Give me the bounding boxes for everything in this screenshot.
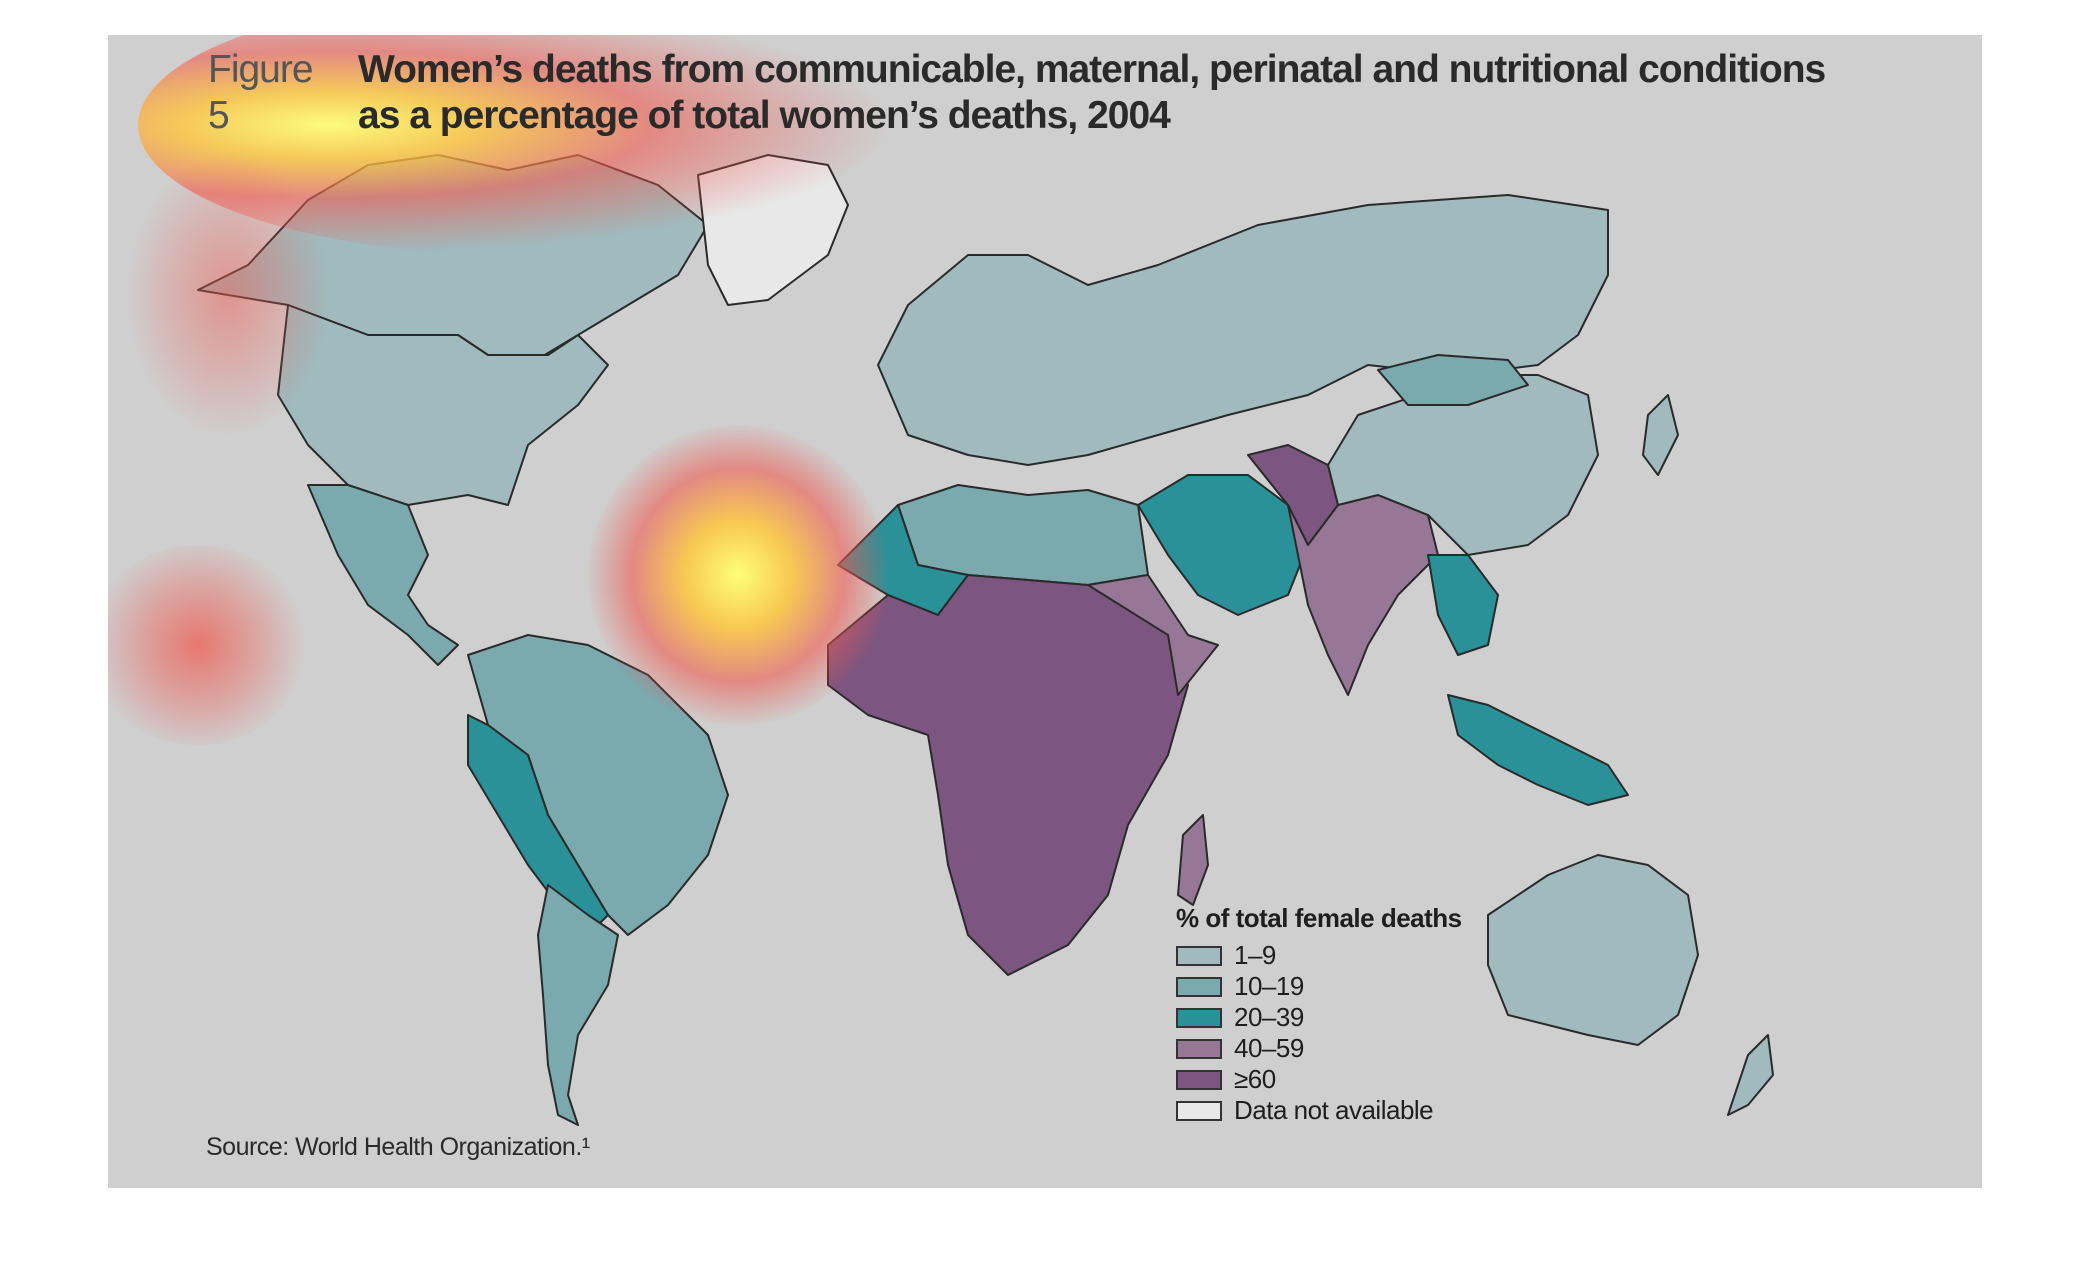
- title-line-1: Women’s deaths from communicable, matern…: [358, 48, 1826, 91]
- map-panel: Figure 5 Women’s deaths from communicabl…: [108, 35, 1982, 1188]
- legend: % of total female deaths 1–9 10–19 20–39 40…: [1176, 903, 1462, 1126]
- legend-swatch: [1176, 1100, 1222, 1121]
- legend-item: 10–19: [1176, 971, 1462, 1002]
- region-sub-saharan-africa: [827, 574, 1189, 976]
- region-new-zealand: [1727, 1034, 1774, 1116]
- region-greenland: [697, 154, 849, 306]
- legend-label: 1–9: [1234, 940, 1276, 970]
- legend-label: 40–59: [1234, 1033, 1304, 1063]
- legend-swatch: [1176, 945, 1222, 966]
- region-south-asia: [1287, 494, 1439, 696]
- region-indonesia: [1447, 694, 1629, 806]
- source-note: Source: World Health Organization.¹: [206, 1133, 590, 1161]
- region-mexico-central-america: [307, 484, 459, 666]
- legend-item: 20–39: [1176, 1002, 1462, 1033]
- region-japan: [1642, 394, 1679, 476]
- region-europe-russia: [877, 194, 1609, 466]
- region-mongolia: [1377, 354, 1529, 406]
- legend-item: ≥60: [1176, 1064, 1462, 1095]
- legend-item: Data not available: [1176, 1095, 1462, 1126]
- figure-number: Figure 5: [208, 48, 314, 137]
- legend-swatch: [1176, 1069, 1222, 1090]
- legend-swatch: [1176, 1007, 1222, 1028]
- legend-swatch: [1176, 976, 1222, 997]
- legend-label: 10–19: [1234, 971, 1304, 1001]
- region-australia: [1487, 854, 1699, 1046]
- title-line-2: as a percentage of total women’s deaths,…: [358, 94, 1171, 137]
- legend-title: % of total female deaths: [1176, 903, 1462, 933]
- region-middle-east: [1137, 474, 1309, 616]
- legend-item: 40–59: [1176, 1033, 1462, 1064]
- region-southern-cone: [537, 884, 619, 1126]
- region-horn-of-africa: [1087, 574, 1219, 696]
- region-madagascar: [1177, 814, 1209, 906]
- legend-label: ≥60: [1234, 1064, 1276, 1094]
- legend-item: 1–9: [1176, 940, 1462, 971]
- legend-label: Data not available: [1234, 1095, 1434, 1125]
- legend-items: 1–9 10–19 20–39 40–59 ≥60 Data not available: [1176, 940, 1462, 1126]
- region-north-america-usa: [277, 304, 609, 506]
- legend-swatch: [1176, 1038, 1222, 1059]
- world-map: [197, 154, 1774, 1126]
- region-north-america-canada: [197, 154, 709, 366]
- region-southeast-asia: [1427, 554, 1499, 656]
- legend-label: 20–39: [1234, 1002, 1304, 1032]
